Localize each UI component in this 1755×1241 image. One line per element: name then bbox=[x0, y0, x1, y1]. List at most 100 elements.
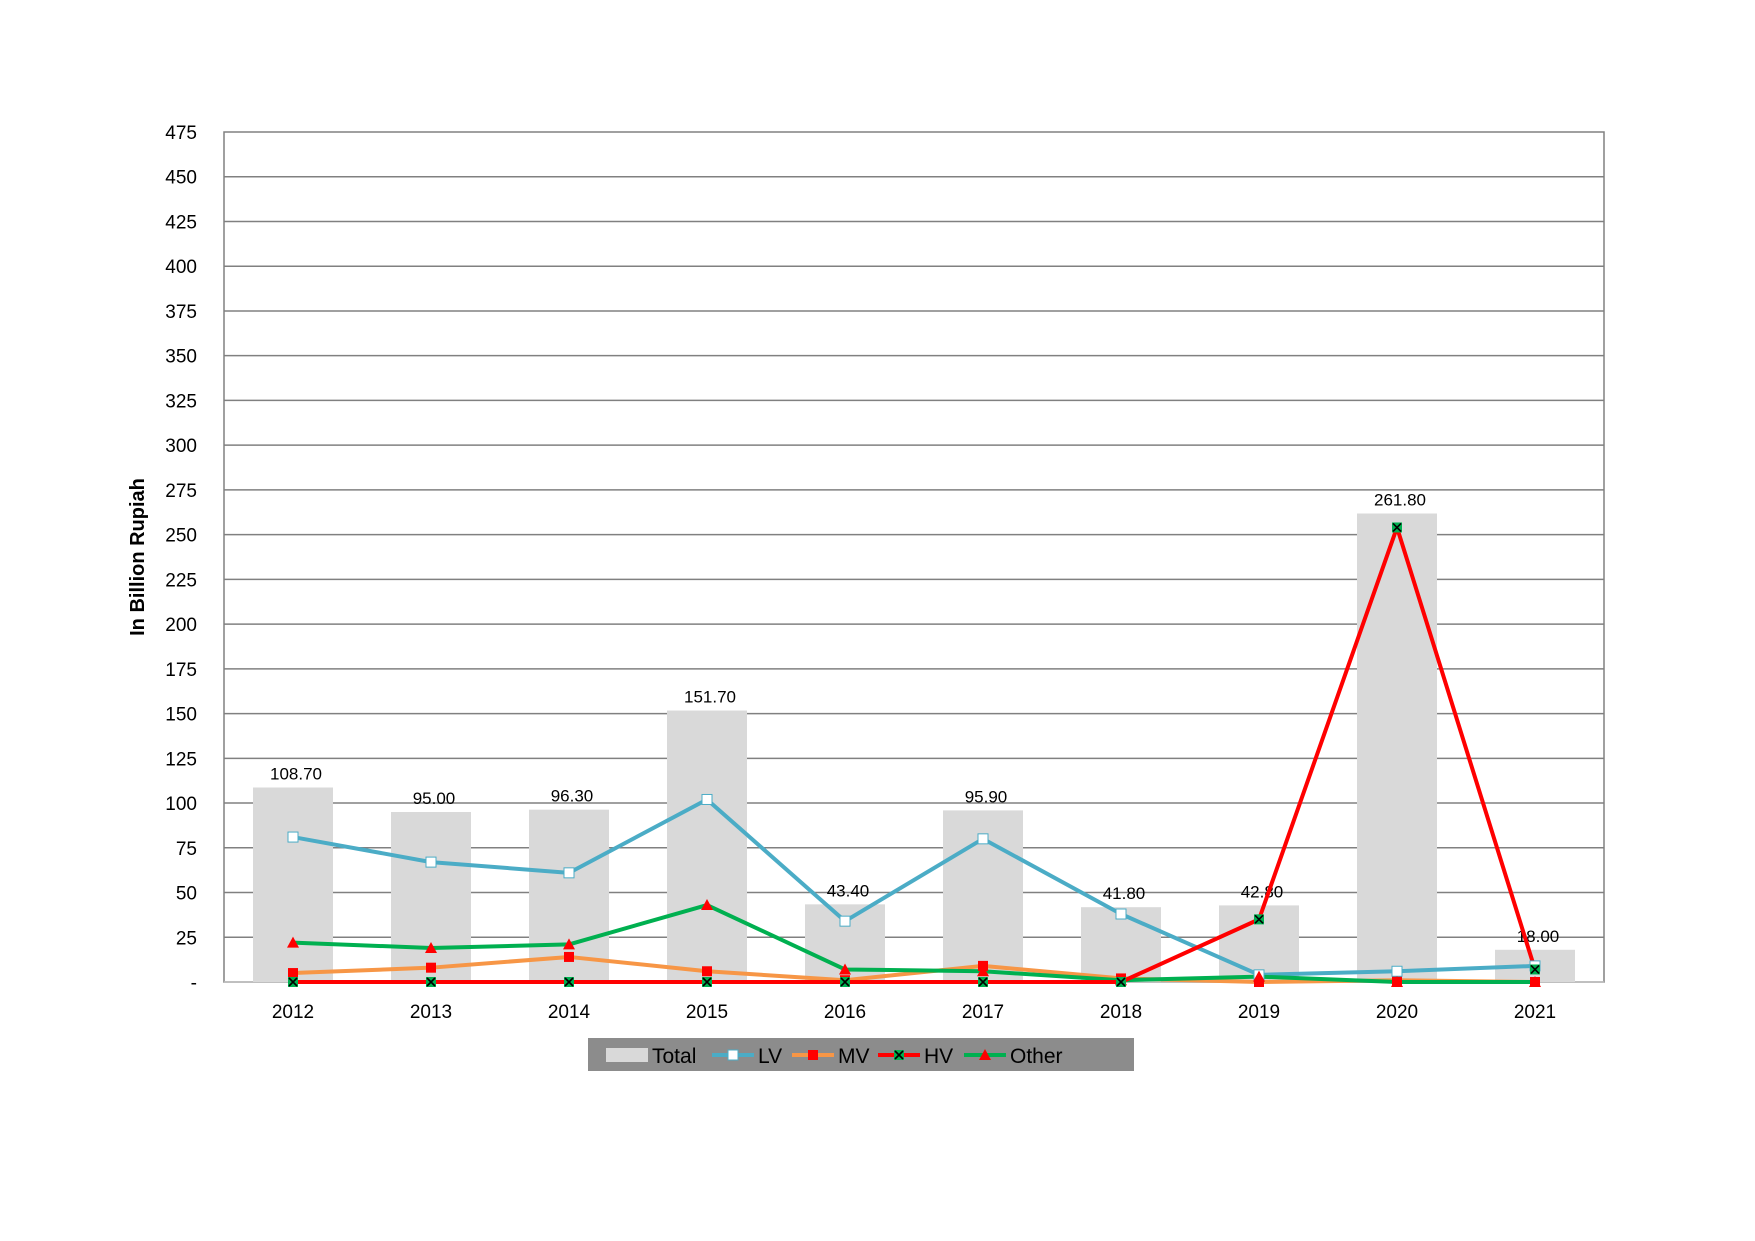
marker-hv bbox=[426, 977, 436, 987]
marker-lv bbox=[287, 831, 299, 843]
legend-label-hv: HV bbox=[924, 1045, 953, 1068]
marker-cross bbox=[1392, 522, 1402, 533]
x-tick-label: 2013 bbox=[410, 1002, 452, 1023]
total-bars bbox=[253, 513, 1575, 982]
x-tick-label: 2019 bbox=[1238, 1002, 1280, 1023]
total-data-label: 43.40 bbox=[827, 881, 870, 900]
marker-hv bbox=[1392, 522, 1402, 533]
marker-cross bbox=[1116, 977, 1126, 987]
y-tick-label: 25 bbox=[176, 928, 197, 949]
marker-lv bbox=[1391, 965, 1403, 977]
legend-swatch-total bbox=[606, 1048, 648, 1062]
y-tick-label: 450 bbox=[165, 168, 197, 189]
total-bar bbox=[391, 812, 471, 982]
marker-lv bbox=[701, 793, 713, 805]
marker-hv bbox=[840, 977, 850, 987]
y-tick-label: 225 bbox=[165, 570, 197, 591]
x-tick-label: 2020 bbox=[1376, 1002, 1418, 1023]
marker-other bbox=[287, 936, 299, 948]
y-tick-label: 50 bbox=[176, 884, 197, 905]
marker-cross bbox=[426, 977, 436, 987]
marker-mv bbox=[288, 968, 298, 979]
marker-hv bbox=[288, 977, 298, 987]
series-line-hv bbox=[291, 525, 1537, 984]
x-tick-label: 2015 bbox=[686, 1002, 728, 1023]
y-tick-label: 175 bbox=[165, 660, 197, 681]
marker-lv bbox=[1115, 908, 1127, 920]
marker-other bbox=[563, 938, 575, 950]
x-tick-label: 2018 bbox=[1100, 1002, 1142, 1023]
y-axis-label: In Billion Rupiah bbox=[127, 478, 149, 636]
total-data-labels: 108.70 95.00 96.30 151.70 43.40 95.90 41.80 42.… bbox=[270, 491, 1559, 946]
marker-mv bbox=[702, 966, 712, 977]
y-tick-label: 375 bbox=[165, 302, 197, 323]
series-markers bbox=[287, 522, 1541, 987]
legend-marker-lv bbox=[727, 1049, 739, 1061]
marker-other bbox=[977, 965, 989, 977]
marker-hv bbox=[564, 977, 574, 987]
y-tick-label: 100 bbox=[165, 794, 197, 815]
marker-cross bbox=[894, 1050, 904, 1060]
y-tick-label: 425 bbox=[165, 212, 197, 233]
series-line-other bbox=[291, 903, 1537, 984]
y-tick-label: 75 bbox=[176, 839, 197, 860]
marker-cross bbox=[702, 977, 712, 987]
marker-lv bbox=[977, 833, 989, 845]
y-tick-label: 325 bbox=[165, 391, 197, 412]
x-tick-label: 2017 bbox=[962, 1002, 1004, 1023]
marker-other bbox=[701, 899, 713, 911]
legend: Total LV MV HV Other bbox=[588, 1038, 1134, 1071]
marker-cross bbox=[288, 977, 298, 987]
total-data-label: 261.80 bbox=[1374, 491, 1426, 510]
series-line-lv bbox=[291, 797, 1537, 977]
y-tick-label: 300 bbox=[165, 436, 197, 457]
y-tick-label: 400 bbox=[165, 257, 197, 278]
marker-other bbox=[1529, 976, 1541, 987]
marker-cross bbox=[1530, 964, 1540, 975]
x-tick-label: 2021 bbox=[1514, 1002, 1556, 1023]
legend-marker-hv bbox=[894, 1050, 904, 1060]
total-data-label: 108.70 bbox=[270, 764, 322, 783]
x-tick-label: 2016 bbox=[824, 1002, 866, 1023]
y-tick-label: - bbox=[191, 973, 197, 994]
marker-lv bbox=[563, 867, 575, 879]
legend-background bbox=[588, 1038, 1134, 1071]
marker-mv bbox=[564, 951, 574, 962]
y-tick-label: 350 bbox=[165, 347, 197, 368]
marker-mv bbox=[1254, 977, 1264, 987]
total-data-label: 151.70 bbox=[684, 688, 736, 707]
legend-marker-mv bbox=[808, 1050, 818, 1060]
marker-hv bbox=[1116, 977, 1126, 987]
marker-cross bbox=[1254, 914, 1264, 924]
total-bar bbox=[1357, 513, 1437, 982]
legend-label-total: Total bbox=[652, 1045, 696, 1068]
x-tick-label: 2014 bbox=[548, 1002, 591, 1023]
x-axis-ticks: 2012 2013 2014 2015 2016 2017 2018 2019 2020 2021 bbox=[272, 1002, 1556, 1023]
total-data-label: 41.80 bbox=[1103, 884, 1146, 903]
legend-label-lv: LV bbox=[758, 1045, 782, 1068]
y-tick-label: 475 bbox=[165, 123, 197, 144]
x-tick-label: 2012 bbox=[272, 1002, 314, 1023]
y-tick-label: 150 bbox=[165, 705, 197, 726]
marker-mv bbox=[426, 962, 436, 973]
y-tick-label: 125 bbox=[165, 749, 197, 770]
legend-label-other: Other bbox=[1010, 1045, 1063, 1068]
legend-label-mv: MV bbox=[838, 1045, 870, 1068]
marker-other bbox=[1391, 976, 1403, 987]
total-data-label: 95.00 bbox=[413, 789, 456, 808]
y-tick-label: 275 bbox=[165, 481, 197, 502]
total-bar bbox=[253, 787, 333, 982]
marker-cross bbox=[978, 977, 988, 987]
marker-cross bbox=[840, 977, 850, 987]
marker-hv bbox=[1254, 914, 1264, 925]
total-data-label: 95.90 bbox=[965, 787, 1008, 806]
series-lines bbox=[291, 525, 1537, 984]
marker-other bbox=[1253, 970, 1265, 982]
marker-hv bbox=[1530, 964, 1540, 975]
total-data-label: 96.30 bbox=[551, 787, 594, 806]
marker-hv bbox=[978, 977, 988, 987]
marker-hv bbox=[702, 977, 712, 987]
legend-marker-other bbox=[979, 1049, 991, 1060]
marker-other bbox=[839, 963, 851, 975]
